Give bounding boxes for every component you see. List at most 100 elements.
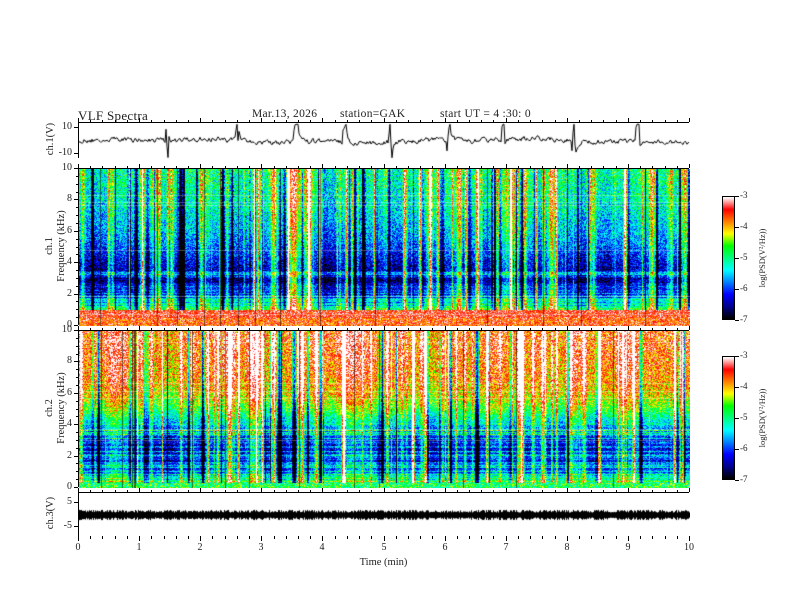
x-gridtick-0-0	[78, 118, 79, 122]
y-tick-label-ch2-spec-0: 0	[67, 481, 72, 492]
x-gridtick-2-41	[579, 328, 580, 330]
y-tick-ch1-spec-0	[74, 325, 78, 326]
x-gridtick-0-30	[445, 118, 446, 122]
x-gridtick-0-28	[420, 120, 421, 122]
y-tick-ch1-spec-1	[74, 294, 78, 295]
y-tick-label-ch1-spec-5: 10	[62, 162, 72, 173]
x-gridtick-3-6	[151, 490, 152, 492]
x-gridtick-2-12	[225, 328, 226, 330]
x-gridtick-0-41	[579, 120, 580, 122]
y-tick-label-ch1-spec-3: 6	[67, 225, 72, 236]
x-gridtick-0-5	[139, 118, 140, 122]
x-gridtick-2-9	[188, 328, 189, 330]
x-gridtick-2-46	[640, 328, 641, 330]
x-gridtick-2-7	[164, 328, 165, 330]
x-gridtick-2-22	[347, 328, 348, 330]
x-gridtick-3-35	[506, 488, 507, 492]
x-tick-label-10: 10	[684, 542, 694, 553]
ylabel-ch3-volt: ch.3(V)	[45, 496, 56, 530]
x-gridtick-1-42	[591, 166, 592, 168]
x-gridtick-0-34	[493, 120, 494, 122]
x-gridtick-0-9	[188, 120, 189, 122]
x-gridtick-3-47	[652, 490, 653, 492]
y-tick-label-ch1-spec-2: 4	[67, 256, 72, 267]
x-tick-10	[689, 536, 690, 541]
x-gridtick-2-6	[151, 328, 152, 330]
y-tick-label-ch2-spec-3: 6	[67, 387, 72, 398]
colorbar-tick-label-1-2: -5	[740, 412, 748, 422]
x-gridtick-0-35	[506, 118, 507, 122]
x-gridtick-3-9	[188, 490, 189, 492]
x-gridtick-3-8	[176, 490, 177, 492]
x-minor-11	[212, 536, 213, 539]
colorbar-tick-label-1-0: -3	[740, 350, 748, 360]
x-gridtick-0-19	[310, 120, 311, 122]
x-gridtick-0-36	[518, 120, 519, 122]
x-gridtick-0-43	[603, 120, 604, 122]
x-gridtick-1-14	[249, 166, 250, 168]
x-gridtick-2-2	[102, 328, 103, 330]
x-gridtick-1-29	[432, 166, 433, 168]
x-gridtick-0-15	[261, 118, 262, 122]
x-gridtick-3-19	[310, 490, 311, 492]
x-minor-6	[151, 536, 152, 539]
x-gridtick-0-17	[286, 120, 287, 122]
x-tick-5	[384, 536, 385, 541]
colorbar-gradient-0	[723, 197, 734, 319]
x-gridtick-1-48	[665, 166, 666, 168]
x-gridtick-1-24	[371, 166, 372, 168]
x-gridtick-3-50	[689, 488, 690, 492]
y-tick-label-ch1-volt-1: -10	[58, 147, 72, 158]
x-minor-14	[249, 536, 250, 539]
x-gridtick-2-13	[237, 328, 238, 330]
x-gridtick-0-1	[90, 120, 91, 122]
colorbar-cbar-ch1	[722, 196, 735, 320]
x-tick-0	[78, 536, 79, 541]
x-gridtick-0-38	[542, 120, 543, 122]
x-gridtick-0-27	[408, 120, 409, 122]
x-minor-38	[542, 536, 543, 539]
x-minor-41	[579, 536, 580, 539]
y-tick-label-ch2-spec-4: 8	[67, 355, 72, 366]
panel-ch2-spec	[78, 330, 690, 488]
x-gridtick-2-0	[78, 326, 79, 330]
y-tick-label-ch3-volt-0: 5	[67, 496, 72, 507]
x-tick-8	[567, 536, 568, 541]
x-gridtick-3-27	[408, 490, 409, 492]
x-gridtick-1-21	[335, 166, 336, 168]
x-gridtick-0-23	[359, 120, 360, 122]
x-gridtick-2-20	[322, 326, 323, 330]
x-minor-23	[359, 536, 360, 539]
colorbar-tick-1-0	[735, 356, 739, 357]
x-gridtick-3-25	[384, 488, 385, 492]
x-tick-9	[628, 536, 629, 541]
colorbar-tick-0-2	[735, 258, 739, 259]
x-tick-label-7: 7	[503, 542, 509, 553]
x-tick-label-3: 3	[258, 542, 264, 553]
y-tick-label-ch2-spec-1: 2	[67, 450, 72, 461]
x-gridtick-1-19	[310, 166, 311, 168]
x-gridtick-2-29	[432, 328, 433, 330]
x-gridtick-0-40	[567, 118, 568, 122]
x-minor-33	[481, 536, 482, 539]
x-gridtick-1-27	[408, 166, 409, 168]
x-gridtick-3-5	[139, 488, 140, 492]
x-minor-42	[591, 536, 592, 539]
x-minor-46	[640, 536, 641, 539]
x-minor-49	[677, 536, 678, 539]
x-gridtick-2-36	[518, 328, 519, 330]
y-minor-ch2-spec-2.5	[76, 448, 78, 449]
x-gridtick-2-27	[408, 328, 409, 330]
y-minor-ch2-spec-4.5	[76, 416, 78, 417]
x-gridtick-0-10	[200, 118, 201, 122]
y-minor-ch1-spec-4.5	[76, 254, 78, 255]
x-gridtick-0-13	[237, 120, 238, 122]
x-gridtick-3-2	[102, 490, 103, 492]
x-tick-6	[445, 536, 446, 541]
x-gridtick-1-0	[78, 164, 79, 168]
y-minor-ch1-spec-9	[76, 184, 78, 185]
header-date: Mar.13, 2026	[252, 108, 318, 120]
x-gridtick-2-25	[384, 326, 385, 330]
x-gridtick-1-49	[677, 166, 678, 168]
x-gridtick-3-42	[591, 490, 592, 492]
